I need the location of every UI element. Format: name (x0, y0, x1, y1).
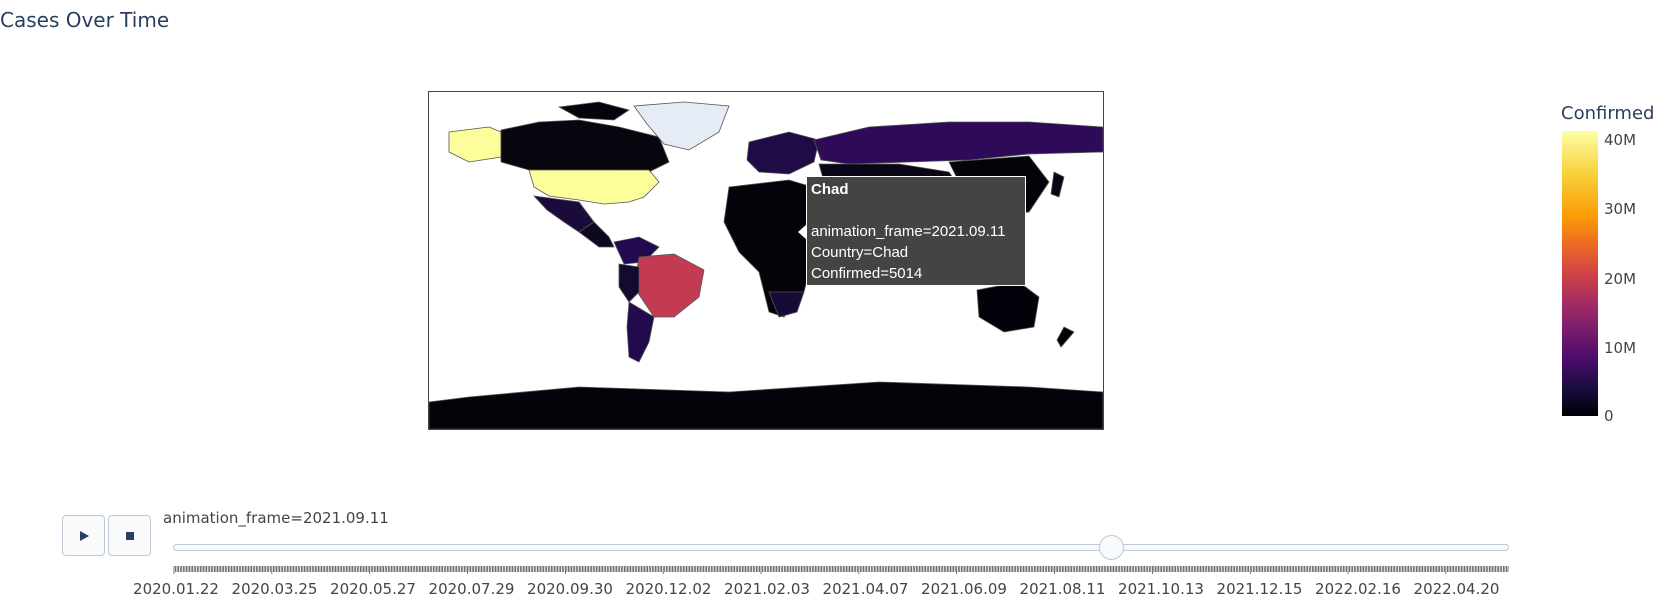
slider-thumb[interactable] (1099, 535, 1124, 560)
slider-ticks (173, 566, 1509, 574)
stop-icon (125, 531, 134, 540)
region-peru (618, 263, 640, 303)
colorbar-tick: 10M (1604, 339, 1637, 357)
colorbar (1562, 131, 1598, 416)
region-japan (1050, 171, 1065, 198)
region-russia (813, 121, 1103, 165)
colorbar-tick: 0 (1604, 407, 1614, 425)
play-icon (79, 530, 89, 541)
play-button[interactable] (62, 515, 105, 556)
slider-tick-label[interactable]: 2022.02.16 (1315, 580, 1401, 598)
chart-title: Cases Over Time (0, 8, 170, 32)
slider-tick-label[interactable]: 2021.10.13 (1118, 580, 1204, 598)
region-brazil (633, 253, 705, 318)
tooltip-country-name: Chad (811, 181, 849, 198)
colorbar-title: Confirmed (1561, 103, 1655, 124)
colorbar-tick: 20M (1604, 270, 1637, 288)
region-argentina (626, 301, 655, 363)
region-arctic-islands (557, 101, 630, 121)
slider-rail[interactable] (173, 544, 1509, 551)
region-europe (746, 131, 820, 175)
region-new-zealand (1056, 326, 1075, 348)
tooltip-frame: animation_frame=2021.09.11 (811, 223, 1006, 240)
colorbar-tick: 30M (1604, 200, 1637, 218)
hover-tooltip: Chad animation_frame=2021.09.11 Country=… (798, 176, 1026, 286)
slider-tick-label[interactable]: 2021.04.07 (822, 580, 909, 598)
colorbar-tick: 40M (1604, 131, 1637, 149)
stop-button[interactable] (108, 515, 151, 556)
region-alaska (448, 126, 502, 163)
slider-tick-label[interactable]: 2020.01.22 (133, 580, 219, 598)
slider-tick-label[interactable]: 2020.09.30 (527, 580, 613, 598)
slider-tick-label[interactable]: 2022.04.20 (1413, 580, 1500, 598)
slider-tick-label[interactable]: 2021.08.11 (1019, 580, 1106, 598)
slider-current-label: animation_frame=2021.09.11 (163, 509, 389, 527)
region-greenland (633, 101, 730, 151)
slider-tick-label[interactable]: 2021.06.09 (921, 580, 1007, 598)
region-south-africa (768, 291, 805, 318)
region-antarctica (429, 381, 1103, 429)
slider-tick-label[interactable]: 2020.07.29 (428, 580, 515, 598)
region-mexico (532, 195, 595, 233)
slider-tick-label[interactable]: 2021.02.03 (724, 580, 810, 598)
slider-tick-label[interactable]: 2021.12.15 (1216, 580, 1303, 598)
slider-tick-label[interactable]: 2020.12.02 (625, 580, 712, 598)
tooltip-country: Country=Chad (811, 244, 909, 261)
slider-tick-label[interactable]: 2020.05.27 (330, 580, 416, 598)
region-canada (500, 119, 670, 173)
tooltip-confirmed: Confirmed=5014 (811, 265, 923, 282)
region-central-america (578, 221, 615, 248)
region-australia (976, 281, 1040, 333)
slider-tick-label[interactable]: 2020.03.25 (231, 580, 318, 598)
region-usa (528, 169, 660, 205)
